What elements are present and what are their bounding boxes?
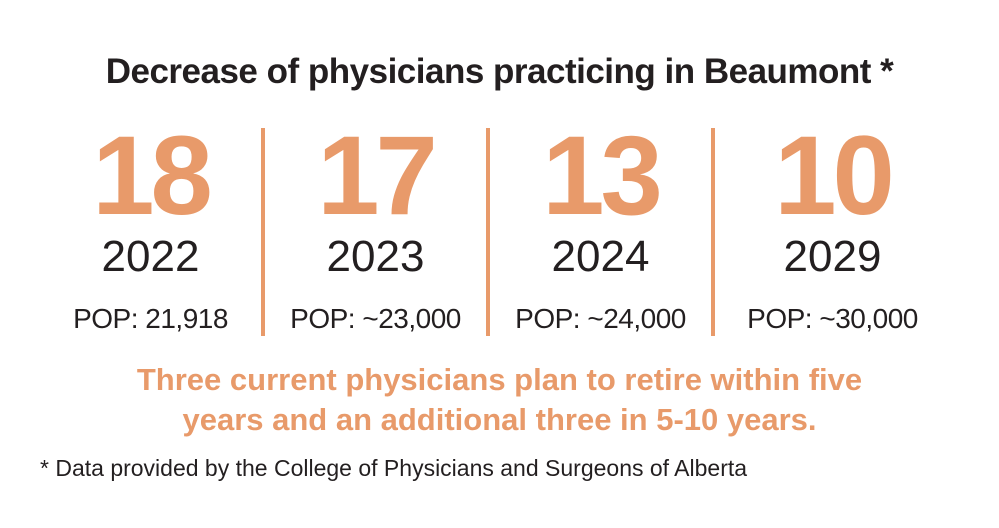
stat-year: 2024	[551, 232, 650, 281]
footnote: * Data provided by the College of Physic…	[40, 455, 748, 481]
title: Decrease of physicians practicing in Bea…	[105, 52, 894, 91]
stat-year: 2022	[101, 232, 200, 281]
stat-column: 17 2023 POP: ~23,000	[263, 120, 488, 336]
divider	[711, 128, 715, 336]
stat-value: 10	[774, 113, 895, 238]
stat-population: POP: ~24,000	[515, 303, 686, 334]
stat-column: 18 2022 POP: 21,918	[38, 120, 263, 336]
divider	[261, 128, 265, 336]
highlight-line: years and an additional three in 5-10 ye…	[182, 402, 817, 437]
stat-population: POP: ~23,000	[290, 303, 461, 334]
divider	[486, 128, 490, 336]
stat-year: 2023	[326, 232, 425, 281]
stat-column: 10 2029 POP: ~30,000	[720, 120, 945, 336]
stat-value: 13	[542, 113, 663, 238]
stat-value: 17	[317, 113, 438, 238]
stat-year: 2029	[783, 232, 882, 281]
highlight-line: Three current physicians plan to retire …	[136, 362, 863, 397]
stat-value: 18	[92, 113, 213, 238]
stat-population: POP: ~30,000	[747, 303, 918, 334]
stat-population: POP: 21,918	[73, 303, 228, 334]
stat-column: 13 2024 POP: ~24,000	[488, 120, 713, 336]
